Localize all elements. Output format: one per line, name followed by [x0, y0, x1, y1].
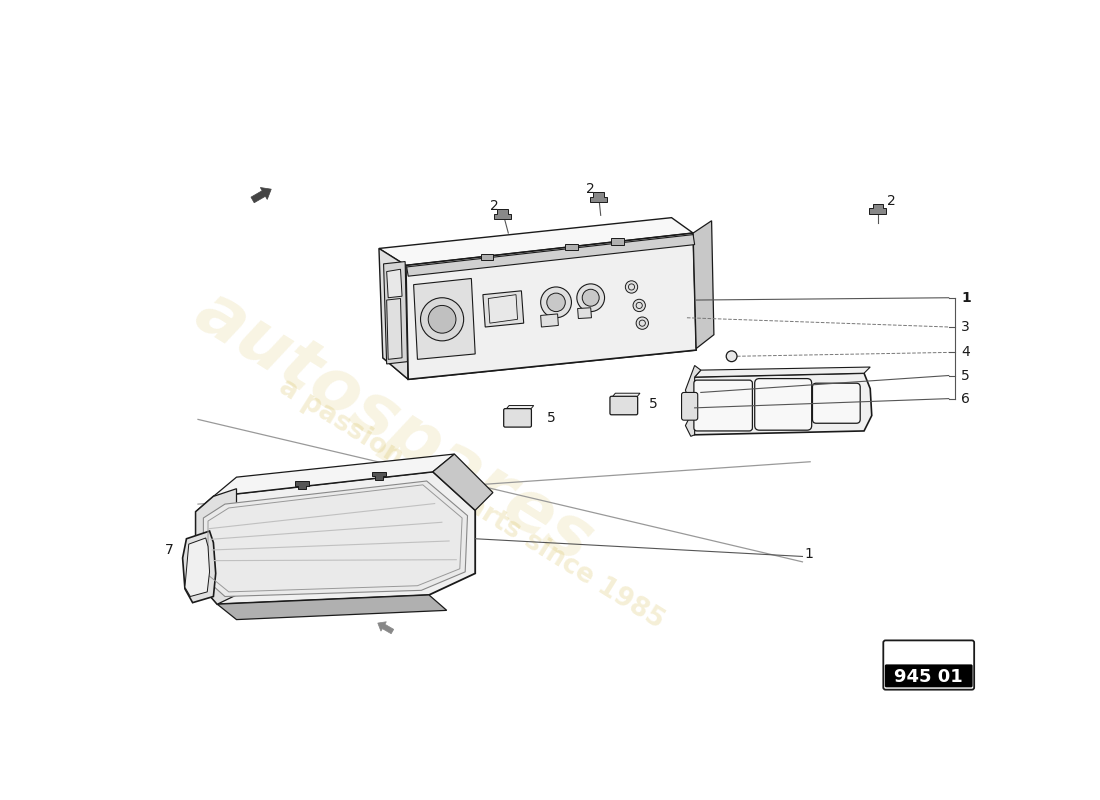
FancyBboxPatch shape: [813, 383, 860, 423]
Polygon shape: [612, 238, 624, 245]
Polygon shape: [494, 209, 510, 219]
FancyBboxPatch shape: [694, 380, 752, 431]
Polygon shape: [407, 234, 695, 276]
Polygon shape: [204, 481, 468, 597]
Circle shape: [726, 351, 737, 362]
Circle shape: [582, 290, 600, 306]
Polygon shape: [541, 314, 559, 327]
Text: 2: 2: [887, 194, 895, 208]
Polygon shape: [433, 454, 493, 510]
Text: 1: 1: [804, 547, 813, 561]
Polygon shape: [414, 278, 475, 359]
Polygon shape: [686, 373, 871, 435]
Polygon shape: [378, 218, 693, 266]
FancyBboxPatch shape: [755, 378, 812, 430]
Polygon shape: [481, 254, 493, 260]
Bar: [887, 643, 971, 666]
Polygon shape: [196, 472, 475, 604]
Polygon shape: [869, 204, 887, 214]
Polygon shape: [387, 298, 403, 359]
Polygon shape: [488, 294, 517, 323]
Circle shape: [625, 281, 638, 293]
Polygon shape: [387, 270, 403, 298]
Polygon shape: [295, 481, 309, 490]
Polygon shape: [612, 394, 640, 398]
Circle shape: [547, 293, 565, 312]
Polygon shape: [384, 262, 407, 364]
Polygon shape: [578, 308, 592, 318]
Polygon shape: [196, 489, 236, 604]
Text: 3: 3: [961, 320, 970, 334]
Circle shape: [628, 284, 635, 290]
Polygon shape: [372, 472, 386, 480]
Polygon shape: [218, 595, 447, 619]
Polygon shape: [685, 366, 701, 436]
Polygon shape: [406, 233, 696, 379]
Polygon shape: [378, 249, 408, 379]
Circle shape: [541, 287, 572, 318]
Polygon shape: [383, 329, 696, 379]
FancyBboxPatch shape: [609, 396, 638, 414]
Polygon shape: [377, 622, 394, 634]
Circle shape: [636, 302, 642, 309]
Text: 5: 5: [547, 411, 556, 425]
Circle shape: [634, 299, 646, 312]
Circle shape: [639, 320, 646, 326]
Circle shape: [420, 298, 464, 341]
FancyBboxPatch shape: [682, 393, 697, 420]
Text: 2: 2: [491, 199, 498, 213]
Text: 945 01: 945 01: [894, 668, 964, 686]
FancyBboxPatch shape: [883, 640, 975, 690]
Text: 2: 2: [586, 182, 595, 196]
Text: 7: 7: [165, 543, 174, 558]
Polygon shape: [251, 187, 272, 202]
Circle shape: [428, 306, 456, 333]
Text: a passion for parts since 1985: a passion for parts since 1985: [274, 374, 669, 634]
Polygon shape: [693, 221, 714, 349]
Circle shape: [576, 284, 605, 312]
Polygon shape: [695, 367, 870, 377]
Polygon shape: [505, 406, 534, 410]
Polygon shape: [590, 192, 607, 202]
Polygon shape: [483, 291, 524, 327]
FancyBboxPatch shape: [884, 664, 972, 687]
Polygon shape: [185, 538, 209, 597]
Text: 1: 1: [961, 290, 971, 305]
Polygon shape: [565, 244, 578, 250]
Text: 5: 5: [649, 397, 657, 411]
Text: autospares: autospares: [183, 277, 606, 577]
Polygon shape: [183, 531, 216, 602]
Circle shape: [636, 317, 648, 330]
Polygon shape: [213, 454, 454, 496]
Text: 6: 6: [961, 392, 970, 406]
Text: 5: 5: [961, 369, 970, 382]
Text: 4: 4: [961, 346, 970, 359]
FancyBboxPatch shape: [504, 409, 531, 427]
